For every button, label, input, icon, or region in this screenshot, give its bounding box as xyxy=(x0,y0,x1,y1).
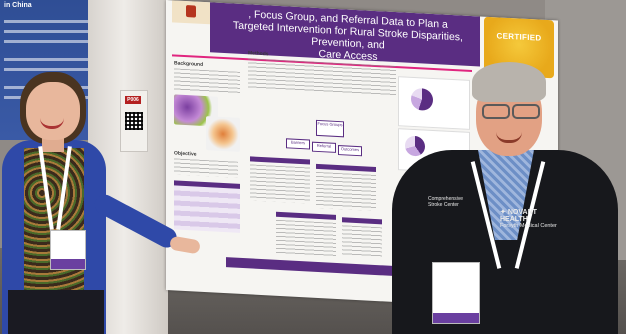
poster-logo xyxy=(172,0,210,25)
name-badge xyxy=(50,230,86,270)
text-line xyxy=(4,58,88,61)
poster-number: P006 xyxy=(125,96,141,104)
section-header-bar xyxy=(342,217,382,225)
poster-footer xyxy=(226,257,416,278)
jacket-embroidery-right: NOVANT HEALTH Forsyth Medical Center xyxy=(500,209,558,230)
diagram-node: Focus Groups xyxy=(316,119,344,138)
background-text xyxy=(174,68,240,94)
results-chart xyxy=(398,76,470,130)
qr-code xyxy=(125,112,143,130)
pie-chart xyxy=(405,135,425,157)
map-figure xyxy=(206,116,240,152)
neck xyxy=(42,136,64,152)
pie-chart xyxy=(411,87,433,111)
neighbor-poster-title: in China xyxy=(4,2,32,9)
findings-text xyxy=(276,219,336,257)
text-line xyxy=(4,20,88,23)
name-badge xyxy=(432,262,480,324)
findings-text xyxy=(316,171,376,212)
methods-text xyxy=(248,58,396,97)
section-header-bar xyxy=(276,211,336,220)
text-line xyxy=(4,30,88,33)
hair xyxy=(472,62,546,102)
text-line xyxy=(4,40,88,43)
section-background: Background xyxy=(174,60,204,68)
jacket-embroidery-left: Comprehensive Stroke Center xyxy=(428,196,464,208)
certified-badge-text: CERTIFIED xyxy=(496,31,542,43)
poster-title-line2: Care Access xyxy=(318,47,378,64)
glasses xyxy=(480,104,540,119)
section-header-bar xyxy=(250,156,310,165)
patterned-dress xyxy=(24,148,84,298)
smile xyxy=(496,132,522,143)
findings-text xyxy=(342,225,382,258)
smile xyxy=(40,118,64,129)
findings-text xyxy=(250,164,310,204)
section-methods: Methods xyxy=(248,50,269,58)
objective-text xyxy=(174,158,238,178)
diagram-node: Barriers xyxy=(286,138,310,150)
section-header-bar xyxy=(316,163,376,173)
text-line xyxy=(4,68,88,71)
poster-header: , Focus Group, and Referral Data to Plan… xyxy=(210,2,480,67)
section-objective: Objective xyxy=(174,150,197,158)
novant-logo: NOVANT HEALTH xyxy=(500,209,558,223)
data-table xyxy=(174,180,240,233)
jacket-sub-text: Forsyth Medical Center xyxy=(500,223,557,229)
pants xyxy=(8,290,104,334)
face xyxy=(26,82,80,140)
diagram-node: Referral xyxy=(312,141,336,153)
diagram-node: Outcomes xyxy=(338,145,362,157)
